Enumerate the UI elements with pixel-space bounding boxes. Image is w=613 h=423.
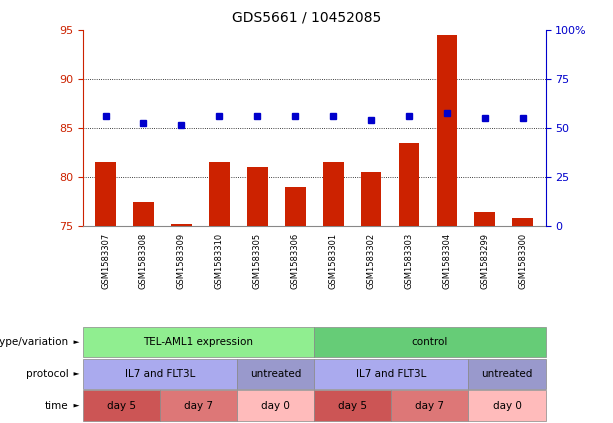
Text: IL7 and FLT3L: IL7 and FLT3L <box>124 369 195 379</box>
Text: untreated: untreated <box>250 369 301 379</box>
Text: day 0: day 0 <box>261 401 290 411</box>
Text: day 0: day 0 <box>493 401 522 411</box>
Text: day 5: day 5 <box>338 401 367 411</box>
Bar <box>436 35 457 226</box>
Bar <box>171 224 192 226</box>
Text: day 5: day 5 <box>107 401 136 411</box>
Text: control: control <box>412 337 448 347</box>
Text: time: time <box>45 401 69 411</box>
Text: untreated: untreated <box>481 369 533 379</box>
Text: genotype/variation: genotype/variation <box>0 337 69 347</box>
Bar <box>133 202 154 226</box>
Text: day 7: day 7 <box>416 401 444 411</box>
Bar <box>512 218 533 226</box>
Text: day 7: day 7 <box>184 401 213 411</box>
Bar <box>209 162 230 226</box>
Bar <box>398 143 419 226</box>
Bar <box>95 162 116 226</box>
Text: IL7 and FLT3L: IL7 and FLT3L <box>356 369 427 379</box>
Bar <box>474 212 495 226</box>
Text: protocol: protocol <box>26 369 69 379</box>
Bar <box>322 162 343 226</box>
Bar <box>360 172 381 226</box>
Text: TEL-AML1 expression: TEL-AML1 expression <box>143 337 253 347</box>
Text: GDS5661 / 10452085: GDS5661 / 10452085 <box>232 11 381 25</box>
Bar <box>285 187 306 226</box>
Bar <box>247 167 268 226</box>
